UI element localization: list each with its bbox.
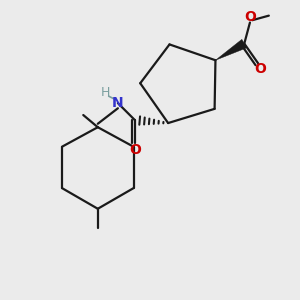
Text: H: H [100, 86, 110, 99]
Polygon shape [215, 39, 247, 60]
Text: O: O [254, 62, 266, 76]
Text: O: O [244, 10, 256, 24]
Text: N: N [112, 96, 124, 110]
Text: O: O [129, 143, 141, 157]
